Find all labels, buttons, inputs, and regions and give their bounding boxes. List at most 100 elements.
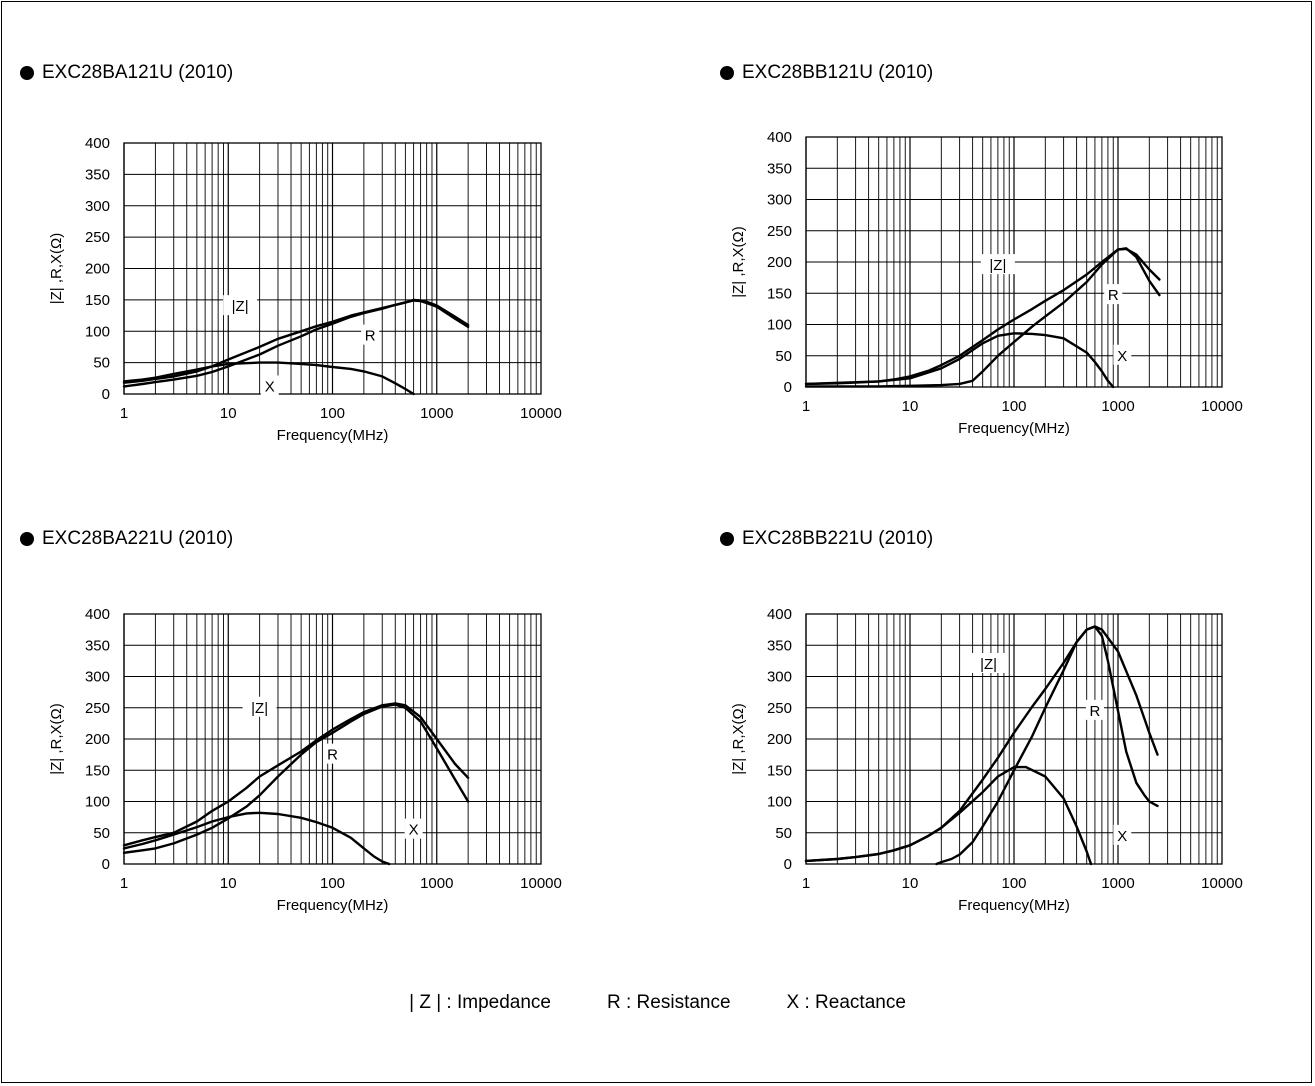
y-tick-label: 50 bbox=[775, 825, 792, 842]
y-tick-label: 0 bbox=[102, 856, 110, 873]
curve-label: R bbox=[365, 328, 376, 345]
x-tick-label: 1 bbox=[802, 875, 810, 892]
x-tick-label: 1000 bbox=[420, 875, 453, 892]
x-tick-label: 100 bbox=[1001, 398, 1026, 415]
x-axis-label: Frequency(MHz) bbox=[958, 897, 1070, 914]
y-tick-label: 200 bbox=[767, 731, 792, 748]
series-line bbox=[935, 625, 1159, 866]
y-tick-label: 300 bbox=[85, 669, 110, 686]
curve-label-bg bbox=[242, 696, 277, 717]
chart-title-text: EXC28BA121U (2010) bbox=[42, 62, 234, 83]
chart-title-1: EXC28BA121U (2010) bbox=[20, 62, 233, 84]
legend: | Z | : Impedance R : Resistance X : Rea… bbox=[0, 992, 1315, 1014]
plot-frame bbox=[123, 142, 542, 395]
curve-label-bg bbox=[223, 295, 258, 316]
y-tick-label: 300 bbox=[85, 198, 110, 215]
curve-label: R bbox=[1090, 703, 1101, 720]
series-line bbox=[122, 703, 470, 854]
y-tick-label: 250 bbox=[85, 700, 110, 717]
y-tick-label: 100 bbox=[85, 794, 110, 811]
series-line bbox=[804, 332, 1115, 389]
y-axis-label: |Z| ,R,X(Ω) bbox=[730, 703, 747, 775]
curve-label-bg bbox=[971, 653, 1006, 673]
x-tick-label: 10 bbox=[220, 405, 237, 422]
curve-label: X bbox=[409, 822, 419, 839]
x-axis-label: Frequency(MHz) bbox=[277, 897, 389, 914]
y-tick-label: 350 bbox=[767, 637, 792, 654]
y-tick-label: 200 bbox=[85, 261, 110, 278]
y-tick-label: 350 bbox=[85, 637, 110, 654]
y-tick-label: 0 bbox=[784, 856, 792, 873]
curve-label-bg bbox=[361, 324, 380, 345]
x-tick-label: 100 bbox=[320, 875, 345, 892]
y-tick-label: 0 bbox=[784, 379, 792, 396]
chart-title-3: EXC28BA221U (2010) bbox=[20, 528, 233, 550]
chart-title-text: EXC28BA221U (2010) bbox=[42, 528, 234, 549]
x-tick-label: 1 bbox=[802, 398, 810, 415]
x-tick-label: 1000 bbox=[1101, 875, 1134, 892]
plot-frame bbox=[123, 613, 542, 865]
y-tick-label: 0 bbox=[102, 386, 110, 403]
y-tick-label: 150 bbox=[85, 762, 110, 779]
series-line bbox=[122, 298, 470, 384]
y-tick-label: 150 bbox=[767, 285, 792, 302]
y-tick-label: 400 bbox=[767, 606, 792, 623]
y-tick-label: 300 bbox=[767, 192, 792, 209]
x-tick-label: 10000 bbox=[1201, 875, 1243, 892]
chart-title-text: EXC28BB221U (2010) bbox=[742, 528, 934, 549]
x-tick-label: 1 bbox=[120, 405, 128, 422]
curve-label: |Z| bbox=[980, 656, 997, 673]
y-tick-label: 150 bbox=[767, 762, 792, 779]
y-tick-label: 400 bbox=[85, 606, 110, 623]
curve-label: R bbox=[1108, 287, 1119, 304]
curve-label: |Z| bbox=[989, 257, 1006, 274]
x-tick-label: 1000 bbox=[1101, 398, 1134, 415]
legend-impedance: | Z | : Impedance bbox=[409, 992, 551, 1013]
series-line bbox=[122, 702, 470, 847]
x-tick-label: 100 bbox=[1001, 875, 1026, 892]
curve-label: |Z| bbox=[251, 700, 268, 717]
y-tick-label: 350 bbox=[85, 166, 110, 183]
x-tick-label: 10000 bbox=[520, 405, 562, 422]
chart-4: 0 50 100 150 200 250 300 350 400 1 10 100 1000 10000 F… bbox=[730, 606, 1243, 914]
y-tick-label: 50 bbox=[93, 355, 110, 372]
x-tick-label: 10000 bbox=[1201, 398, 1243, 415]
x-tick-label: 1000 bbox=[420, 405, 453, 422]
x-tick-label: 1 bbox=[120, 875, 128, 892]
curve-label-bg bbox=[1085, 699, 1104, 720]
curve-label-bg bbox=[323, 743, 342, 764]
y-axis-label: |Z| ,R,X(Ω) bbox=[48, 703, 65, 775]
chart-2: 0 50 100 150 200 250 300 350 400 1 10 100 1000 10000 F… bbox=[730, 129, 1243, 437]
x-axis-label: Frequency(MHz) bbox=[958, 420, 1070, 437]
bullet-icon bbox=[720, 532, 734, 546]
y-tick-label: 250 bbox=[85, 229, 110, 246]
x-tick-label: 100 bbox=[320, 405, 345, 422]
y-tick-label: 400 bbox=[767, 129, 792, 146]
y-axis-label: |Z| ,R,X(Ω) bbox=[730, 226, 747, 298]
curve-label: R bbox=[327, 747, 338, 764]
series-line bbox=[804, 247, 1161, 388]
y-tick-label: 50 bbox=[775, 348, 792, 365]
curve-label-bg bbox=[260, 375, 279, 396]
y-tick-label: 400 bbox=[85, 135, 110, 152]
x-tick-label: 10 bbox=[902, 398, 919, 415]
y-tick-label: 200 bbox=[767, 254, 792, 271]
curve-label: X bbox=[1117, 828, 1127, 845]
series-line bbox=[122, 299, 470, 388]
series-line bbox=[122, 361, 415, 396]
x-tick-label: 10 bbox=[220, 875, 237, 892]
chart-1: 0 50 100 150 200 250 300 350 400 1 10 100 1000 10000 F… bbox=[48, 135, 562, 444]
plot-frame bbox=[805, 136, 1223, 388]
bullet-icon bbox=[20, 66, 34, 80]
chart-title-text: EXC28BB121U (2010) bbox=[742, 62, 934, 83]
y-tick-label: 250 bbox=[767, 223, 792, 240]
series-line bbox=[122, 811, 391, 866]
curve-label-bg bbox=[404, 818, 423, 839]
y-tick-label: 50 bbox=[93, 825, 110, 842]
curve-label-bg bbox=[1113, 344, 1132, 365]
chart-title-2: EXC28BB121U (2010) bbox=[720, 62, 933, 84]
legend-reactance: X : Reactance bbox=[786, 992, 906, 1013]
y-axis-label: |Z| ,R,X(Ω) bbox=[48, 233, 65, 305]
